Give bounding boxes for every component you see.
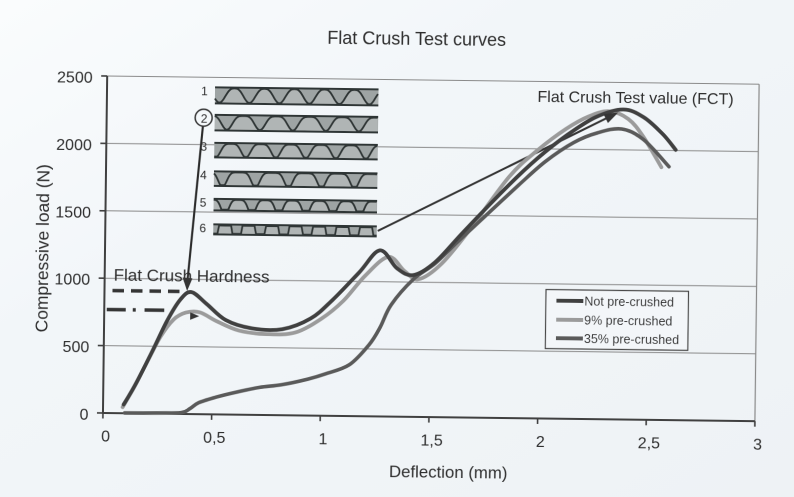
svg-text:1: 1 [318,431,327,448]
svg-text:500: 500 [62,339,89,356]
svg-text:0: 0 [79,407,88,424]
svg-text:9% pre-crushed: 9% pre-crushed [584,314,672,329]
svg-text:Flat Crush Test value (FCT): Flat Crush Test value (FCT) [537,89,733,108]
svg-text:Flat Crush Hardness: Flat Crush Hardness [114,266,270,287]
svg-text:0: 0 [101,428,110,445]
svg-text:5: 5 [200,196,207,210]
svg-text:3: 3 [200,140,207,154]
svg-text:1500: 1500 [55,204,91,221]
svg-text:Flat Crush Test curves: Flat Crush Test curves [327,28,506,50]
svg-text:2500: 2500 [57,69,93,86]
svg-text:35% pre-crushed: 35% pre-crushed [584,332,679,347]
svg-text:Compressive load (N): Compressive load (N) [31,164,53,332]
svg-text:Not pre-crushed: Not pre-crushed [584,295,674,310]
svg-text:2: 2 [536,434,545,451]
svg-text:1: 1 [201,84,208,98]
svg-text:2: 2 [201,112,208,126]
svg-text:3: 3 [753,437,762,454]
svg-text:1,5: 1,5 [420,432,443,449]
svg-text:6: 6 [199,221,206,235]
svg-text:Deflection (mm): Deflection (mm) [389,462,508,482]
svg-text:0,5: 0,5 [203,430,226,447]
svg-text:1000: 1000 [54,272,90,289]
svg-text:4: 4 [200,168,207,182]
svg-text:2000: 2000 [56,137,92,154]
svg-text:2,5: 2,5 [638,435,661,452]
